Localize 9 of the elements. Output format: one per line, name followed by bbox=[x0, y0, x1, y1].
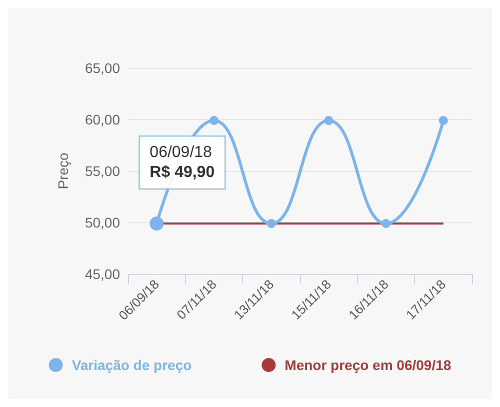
legend-label: Menor preço em 06/09/18 bbox=[284, 357, 452, 373]
y-axis-title: Preço bbox=[55, 152, 71, 190]
annotation: 06/09/18 R$ 49,90 bbox=[150, 144, 215, 182]
y-tick-label: 50,00 bbox=[84, 214, 120, 230]
y-tick-label: 55,00 bbox=[84, 163, 120, 179]
legend-label: Variação de preço bbox=[72, 357, 192, 373]
y-tick-label: 65,00 bbox=[84, 60, 120, 76]
y-tick-label: 60,00 bbox=[84, 112, 120, 128]
y-tick-label: 45,00 bbox=[84, 266, 120, 282]
